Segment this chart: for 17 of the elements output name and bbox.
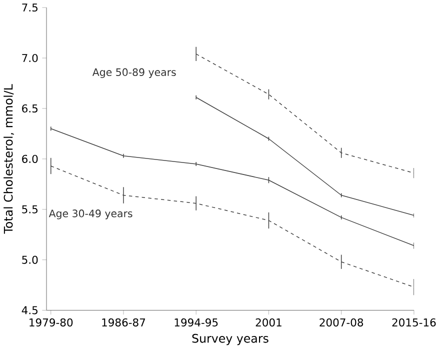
x-tick-label: 2015-16 bbox=[392, 318, 436, 327]
y-tick-label: 5.0 bbox=[22, 256, 38, 264]
x-tick-label: 1986-87 bbox=[102, 318, 145, 327]
x-axis-title: Survey years bbox=[192, 334, 268, 346]
y-tick-label: 4.5 bbox=[22, 306, 38, 314]
annotation: Age 30-49 years bbox=[48, 210, 132, 220]
y-tick-label: 7.5 bbox=[22, 4, 38, 12]
x-tick-label: 1979-80 bbox=[30, 318, 73, 327]
y-axis-title: Total Cholesterol, mmol/L bbox=[4, 84, 14, 234]
x-tick-label: 1994-95 bbox=[174, 318, 218, 327]
x-tick-label: 2001 bbox=[256, 318, 282, 327]
y-tick-label: 6.0 bbox=[22, 155, 38, 164]
y-tick-label: 6.5 bbox=[22, 104, 38, 113]
y-tick-label: 7.0 bbox=[22, 54, 38, 62]
y-tick-label: 5.5 bbox=[22, 206, 38, 214]
x-tick-label: 2007-08 bbox=[320, 318, 364, 327]
annotation: Age 50-89 years bbox=[92, 68, 176, 78]
